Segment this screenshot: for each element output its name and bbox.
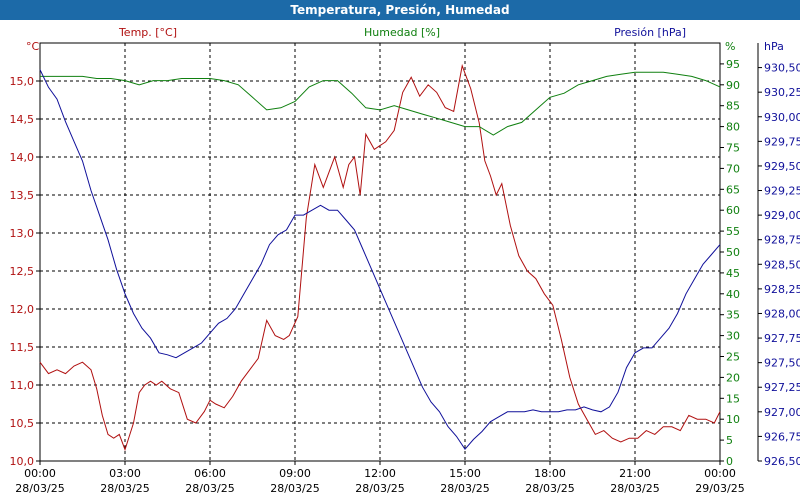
- temp-tick-label: 11,5: [10, 341, 35, 354]
- temp-tick-label: 15,0: [10, 75, 35, 88]
- x-tick-time-label: 18:00: [534, 467, 566, 480]
- humidity-tick-label: 50: [726, 246, 740, 259]
- humidity-tick-label: 25: [726, 351, 740, 364]
- x-tick-date-label: 28/03/25: [270, 482, 319, 495]
- temp-tick-label: 12,5: [10, 265, 35, 278]
- x-tick-time-label: 03:00: [109, 467, 141, 480]
- humidity-tick-label: 5: [726, 434, 733, 447]
- humidity-tick-label: 65: [726, 183, 740, 196]
- grid: [40, 43, 720, 461]
- axes-layer: Temp. [°C] Humedad [%] Presión [hPa] °C% hPa…: [10, 26, 800, 495]
- pressure-tick-label: 929,00: [764, 209, 800, 222]
- humidity-axis-title: Humedad [%]: [364, 26, 440, 39]
- x-tick-date-label: 28/03/25: [525, 482, 574, 495]
- temp-tick-label: 14,0: [10, 151, 35, 164]
- temp-tick-label: 13,0: [10, 227, 35, 240]
- humidity-tick-label: 55: [726, 225, 740, 238]
- pressure-axis-title: Presión [hPa]: [614, 26, 686, 39]
- chart-area: Temp. [°C] Humedad [%] Presión [hPa] °C% hPa…: [10, 26, 800, 495]
- humidity-unit-label: %: [725, 40, 735, 53]
- pressure-tick-label: 930,25: [764, 86, 800, 99]
- pressure-tick-label: 926,75: [764, 430, 800, 443]
- humidity-tick-label: 20: [726, 371, 740, 384]
- humidity-tick-label: 75: [726, 142, 740, 155]
- temp-tick-label: 10,5: [10, 417, 35, 430]
- pressure-tick-label: 930,50: [764, 62, 800, 75]
- x-tick-date-label: 28/03/25: [100, 482, 149, 495]
- x-tick-time-label: 06:00: [194, 467, 226, 480]
- series-line-temp: [39, 63, 721, 452]
- x-tick-time-label: 00:00: [704, 467, 736, 480]
- pressure-tick-label: 928,25: [764, 283, 800, 296]
- pressure-tick-label: 927,25: [764, 381, 800, 394]
- humidity-tick-label: 35: [726, 309, 740, 322]
- pressure-tick-label: 926,50: [764, 455, 800, 468]
- humidity-tick-label: 70: [726, 162, 740, 175]
- series-layer: [39, 63, 721, 452]
- x-tick-time-label: 12:00: [364, 467, 396, 480]
- humidity-tick-label: 60: [726, 204, 740, 217]
- pressure-tick-label: 929,50: [764, 160, 800, 173]
- temp-tick-label: 10,0: [10, 455, 35, 468]
- humidity-tick-label: 45: [726, 267, 740, 280]
- pressure-tick-label: 928,00: [764, 307, 800, 320]
- temp-unit-label: °C: [26, 40, 40, 53]
- humidity-tick-label: 40: [726, 288, 740, 301]
- pressure-tick-label: 927,75: [764, 332, 800, 345]
- humidity-tick-label: 30: [726, 330, 740, 343]
- pressure-tick-label: 930,00: [764, 111, 800, 124]
- series-line-hum: [40, 71, 721, 136]
- pressure-unit-label: hPa: [764, 40, 784, 53]
- pressure-tick-label: 928,50: [764, 258, 800, 271]
- humidity-tick-label: 0: [726, 455, 733, 468]
- x-tick-date-label: 28/03/25: [440, 482, 489, 495]
- humidity-tick-label: 15: [726, 392, 740, 405]
- temp-axis-title: Temp. [°C]: [118, 26, 177, 39]
- humidity-tick-label: 90: [726, 79, 740, 92]
- temp-tick-label: 11,0: [10, 379, 35, 392]
- x-tick-time-label: 15:00: [449, 467, 481, 480]
- x-tick-date-label: 29/03/25: [695, 482, 744, 495]
- x-tick-date-label: 28/03/25: [610, 482, 659, 495]
- humidity-tick-label: 80: [726, 121, 740, 134]
- temp-tick-label: 12,0: [10, 303, 35, 316]
- pressure-tick-label: 927,50: [764, 357, 800, 370]
- temp-tick-label: 13,5: [10, 189, 35, 202]
- humidity-tick-label: 85: [726, 100, 740, 113]
- pressure-tick-label: 928,75: [764, 234, 800, 247]
- humidity-tick-label: 95: [726, 58, 740, 71]
- x-tick-date-label: 28/03/25: [355, 482, 404, 495]
- x-tick-date-label: 28/03/25: [185, 482, 234, 495]
- x-tick-date-label: 28/03/25: [15, 482, 64, 495]
- pressure-tick-label: 929,75: [764, 135, 800, 148]
- series-line-pres: [39, 69, 721, 451]
- humidity-tick-label: 10: [726, 413, 740, 426]
- pressure-tick-label: 929,25: [764, 185, 800, 198]
- pressure-tick-label: 927,00: [764, 406, 800, 419]
- x-tick-time-label: 09:00: [279, 467, 311, 480]
- chart-title: Temperatura, Presión, Humedad: [0, 0, 800, 20]
- temp-tick-label: 14,5: [10, 113, 35, 126]
- x-tick-time-label: 00:00: [24, 467, 56, 480]
- x-tick-time-label: 21:00: [619, 467, 651, 480]
